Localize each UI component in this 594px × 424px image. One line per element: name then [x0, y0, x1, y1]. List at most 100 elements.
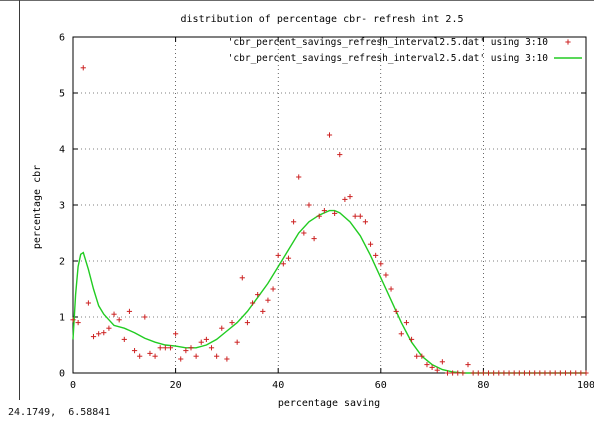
data-point	[460, 370, 466, 376]
data-point	[578, 370, 584, 376]
data-point	[398, 331, 404, 337]
data-point	[424, 362, 430, 368]
chart-title: distribution of percentage cbr- refresh …	[181, 14, 464, 25]
data-point	[542, 370, 548, 376]
y-axis-label: percentage cbr	[32, 165, 43, 249]
x-tick-label: 0	[70, 380, 76, 391]
axis-layer	[72, 36, 587, 374]
fit-curve-line	[72, 209, 586, 374]
data-point	[173, 331, 179, 337]
data-point	[321, 208, 327, 214]
data-points-layer	[70, 65, 589, 376]
data-point	[306, 202, 312, 208]
data-point	[403, 320, 410, 326]
data-point	[583, 370, 589, 376]
data-point	[342, 196, 348, 202]
data-point	[244, 320, 251, 326]
data-point	[311, 236, 317, 242]
data-point	[439, 359, 445, 365]
data-point	[434, 367, 440, 373]
data-point	[296, 174, 302, 180]
legend-sample-points	[565, 39, 571, 45]
data-point	[147, 350, 153, 356]
window-top-edge	[0, 0, 594, 1]
data-point	[362, 219, 369, 225]
x-tick-label: 60	[375, 380, 387, 391]
data-point	[239, 275, 245, 281]
data-point	[214, 353, 220, 359]
data-point	[116, 317, 122, 323]
legend-entry-points-label: 'cbr_percent_savings_refresh_interval2.5…	[228, 37, 549, 48]
legend-entry-curve-label: 'cbr_percent_savings_refresh_interval2.5…	[228, 53, 549, 64]
data-point	[491, 370, 497, 376]
data-point	[332, 210, 338, 216]
data-point	[255, 292, 261, 298]
data-point	[137, 353, 143, 359]
data-point	[285, 255, 292, 261]
data-point	[347, 194, 353, 200]
data-point	[85, 300, 91, 306]
data-point	[337, 152, 343, 158]
cursor-coordinates: 24.1749, 6.58841	[8, 407, 111, 418]
y-tick-label: 5	[59, 89, 65, 100]
x-tick-label: 40	[272, 380, 284, 391]
data-point	[70, 317, 76, 323]
data-point	[224, 356, 230, 362]
data-point	[178, 356, 184, 362]
data-point	[152, 353, 158, 359]
data-point	[573, 370, 579, 376]
data-point	[496, 370, 502, 376]
data-point	[80, 65, 86, 71]
x-axis-label: percentage saving	[278, 398, 380, 409]
data-point	[208, 345, 215, 351]
legend: 'cbr_percent_savings_refresh_interval2.5…	[228, 37, 582, 64]
data-point	[408, 336, 415, 342]
data-point	[562, 370, 569, 376]
data-point	[260, 308, 266, 314]
data-point	[126, 308, 133, 314]
data-point	[393, 308, 399, 314]
data-point	[326, 132, 333, 138]
y-tick-label: 0	[59, 369, 65, 380]
data-point	[378, 261, 384, 267]
data-point	[193, 353, 199, 359]
data-point	[516, 370, 522, 376]
data-point	[198, 339, 204, 345]
data-point	[532, 370, 538, 376]
data-point	[270, 286, 276, 292]
y-tick-label: 3	[59, 201, 65, 212]
data-point	[96, 331, 102, 337]
data-point	[501, 370, 507, 376]
data-point	[106, 325, 112, 331]
data-point	[552, 370, 558, 376]
y-tick-label: 6	[59, 33, 65, 44]
data-point	[316, 213, 322, 219]
data-point	[229, 320, 235, 326]
data-point	[188, 345, 194, 351]
fit-curve-layer	[72, 209, 586, 374]
data-point	[414, 353, 420, 359]
data-point	[357, 213, 363, 219]
data-point	[511, 370, 517, 376]
data-point	[568, 370, 574, 376]
y-tick-label: 4	[59, 145, 65, 156]
data-point	[526, 370, 533, 376]
data-point	[388, 286, 394, 292]
data-point	[101, 330, 107, 336]
data-point	[367, 241, 374, 247]
x-tick-label: 20	[170, 380, 182, 391]
data-point	[444, 370, 451, 376]
data-point	[429, 364, 435, 370]
data-point	[455, 370, 461, 376]
data-point	[352, 213, 358, 219]
data-point	[506, 370, 512, 376]
data-point	[470, 370, 476, 376]
data-point	[183, 348, 189, 354]
data-point	[131, 348, 138, 354]
data-point	[219, 325, 225, 331]
tick-labels: 0 20 40 60 80 100 0 1 2 3 4 5 6	[59, 33, 594, 392]
data-point	[90, 334, 97, 340]
data-point	[265, 297, 271, 303]
data-point	[280, 261, 286, 267]
